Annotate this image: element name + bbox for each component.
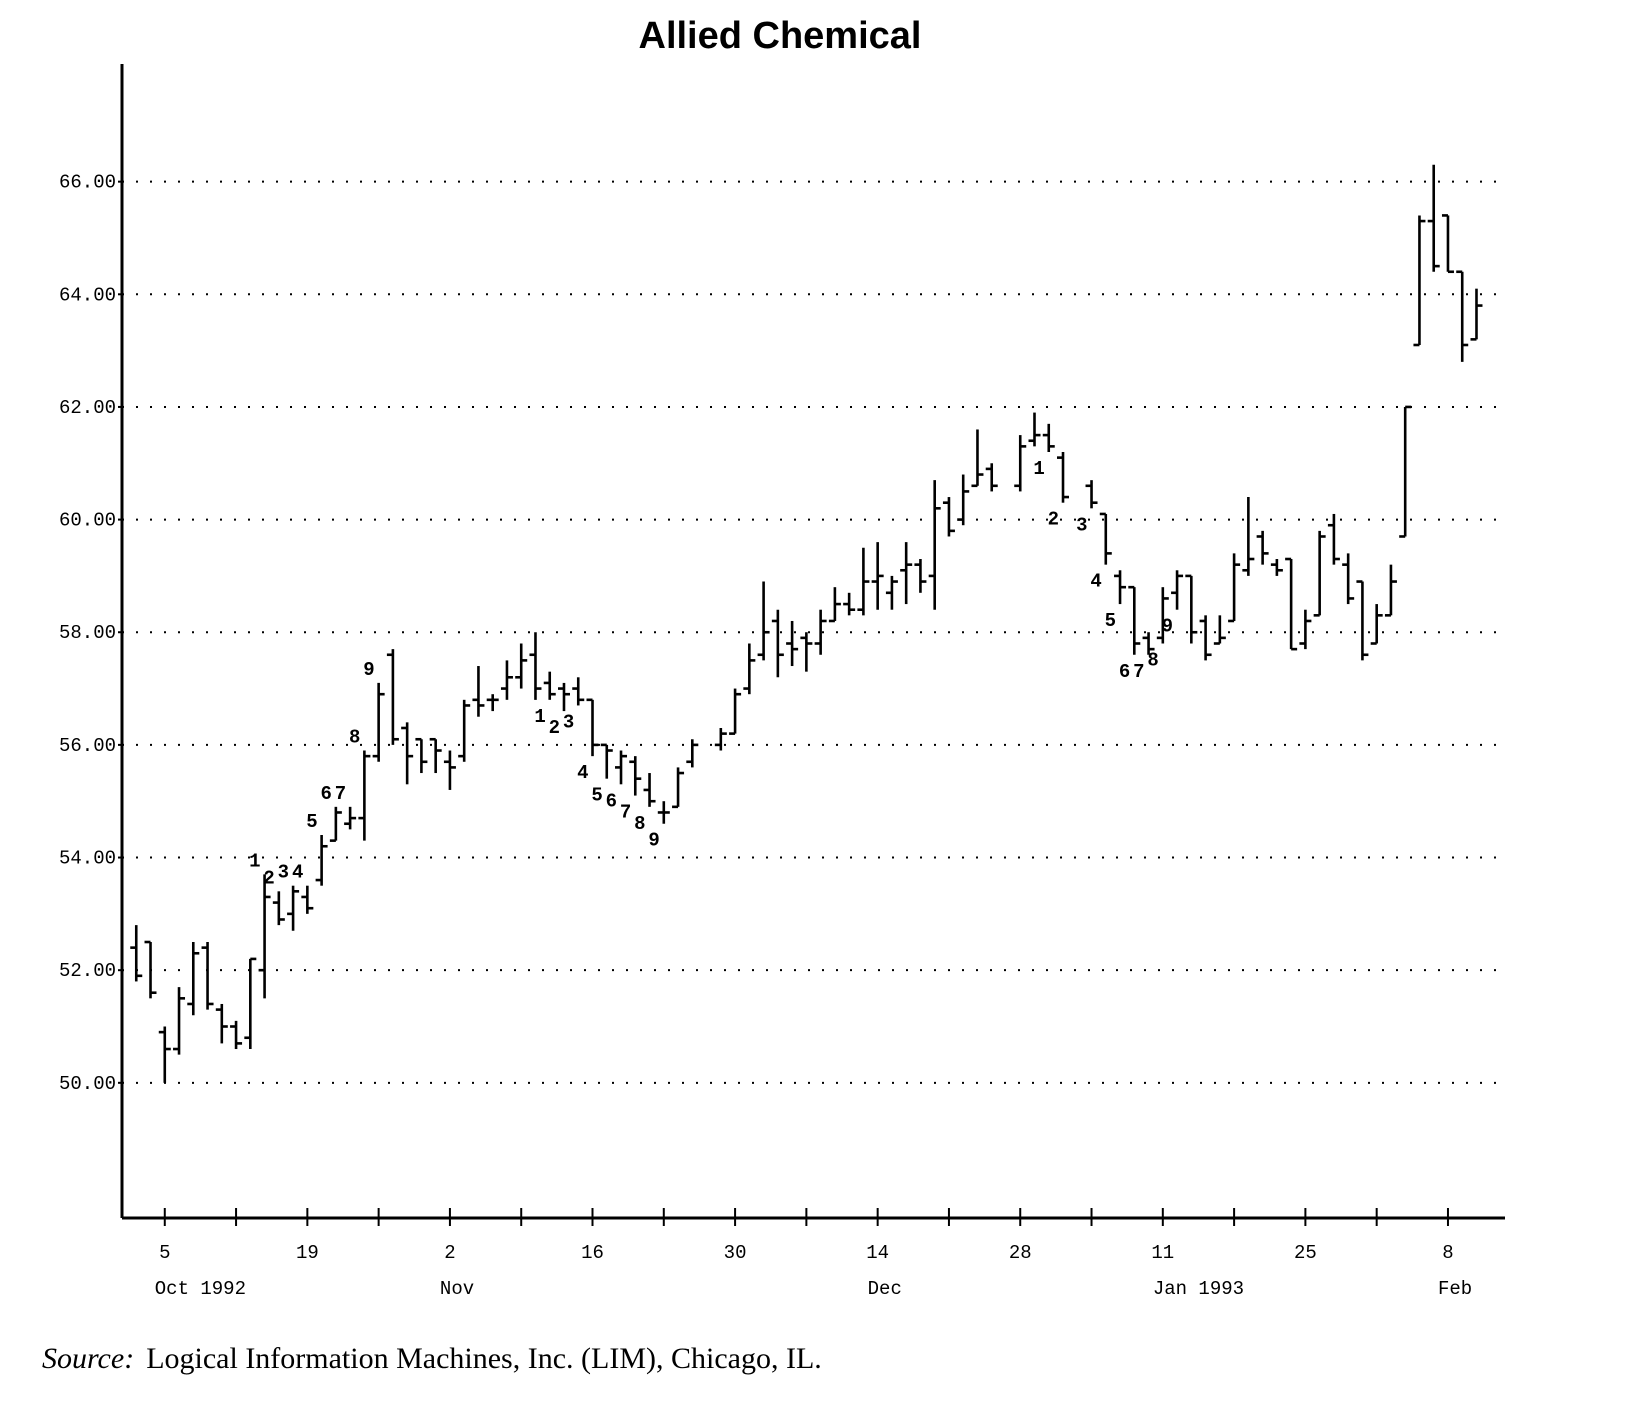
setup-count: 2 <box>1048 509 1059 531</box>
setup-count: 5 <box>591 785 602 807</box>
setup-count: 8 <box>1147 650 1158 672</box>
setup-count: 7 <box>620 802 631 824</box>
source-text: Logical Information Machines, Inc. (LIM)… <box>146 1342 822 1375</box>
x-tick-label: 25 <box>1294 1242 1317 1264</box>
x-tick-label: 16 <box>581 1242 604 1264</box>
setup-count: 1 <box>1033 458 1044 480</box>
month-label: Feb <box>1438 1278 1472 1300</box>
setup-count: 2 <box>549 717 560 739</box>
source-note: Source: Logical Information Machines, Inc… <box>42 1342 822 1375</box>
setup-count: 5 <box>1105 610 1116 632</box>
setup-count: 8 <box>349 727 360 749</box>
setup-count: 6 <box>320 783 331 805</box>
month-label: Jan 1993 <box>1153 1278 1244 1300</box>
source-label: Source: <box>42 1342 134 1375</box>
x-tick-label: 14 <box>866 1242 889 1264</box>
setup-count: 3 <box>278 862 289 884</box>
setup-count: 9 <box>363 659 374 681</box>
setup-count: 4 <box>1090 571 1101 593</box>
x-tick-label: 5 <box>159 1242 170 1264</box>
month-label: Oct 1992 <box>155 1278 246 1300</box>
setup-count: 9 <box>1162 616 1173 638</box>
y-tick-label: 58.00 <box>59 622 116 644</box>
setup-count: 4 <box>292 862 303 884</box>
month-label: Dec <box>868 1278 902 1300</box>
y-tick-label: 56.00 <box>59 735 116 757</box>
x-tick-label: 28 <box>1009 1242 1032 1264</box>
setup-count: 2 <box>263 867 274 889</box>
y-tick-label: 54.00 <box>59 848 116 870</box>
setup-count: 3 <box>563 711 574 733</box>
setup-count: 4 <box>577 762 588 784</box>
y-tick-label: 60.00 <box>59 510 116 532</box>
setup-count: 6 <box>606 790 617 812</box>
x-tick-label: 19 <box>296 1242 319 1264</box>
y-tick-label: 52.00 <box>59 960 116 982</box>
setup-count: 1 <box>534 706 545 728</box>
y-tick-label: 62.00 <box>59 397 116 419</box>
month-label: Nov <box>440 1278 474 1300</box>
y-tick-label: 50.00 <box>59 1073 116 1095</box>
setup-count: 8 <box>634 813 645 835</box>
setup-count: 7 <box>335 783 346 805</box>
setup-count: 7 <box>1133 661 1144 683</box>
setup-count: 5 <box>306 811 317 833</box>
y-tick-label: 66.00 <box>59 172 116 194</box>
x-tick-label: 2 <box>444 1242 455 1264</box>
setup-count: 1 <box>249 850 260 872</box>
x-tick-label: 8 <box>1442 1242 1453 1264</box>
setup-count: 3 <box>1076 514 1087 536</box>
y-tick-label: 64.00 <box>59 284 116 306</box>
x-tick-label: 30 <box>724 1242 747 1264</box>
setup-count: 9 <box>648 830 659 852</box>
x-tick-label: 11 <box>1151 1242 1174 1264</box>
chart-title: Allied Chemical <box>639 15 922 57</box>
setup-count: 6 <box>1119 661 1130 683</box>
